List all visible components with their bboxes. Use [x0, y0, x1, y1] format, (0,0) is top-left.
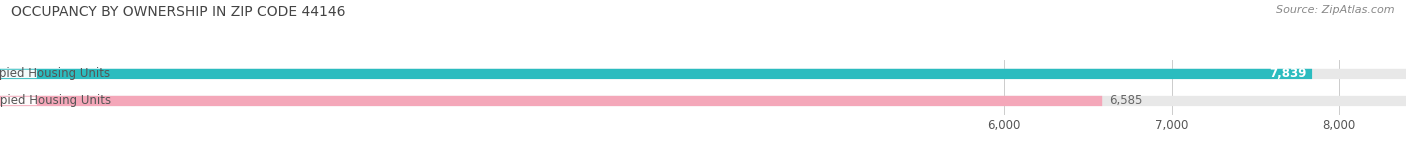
FancyBboxPatch shape [0, 96, 1102, 106]
FancyBboxPatch shape [0, 69, 1406, 79]
FancyBboxPatch shape [1, 70, 37, 78]
FancyBboxPatch shape [1, 97, 37, 105]
Text: Renter-Occupied Housing Units: Renter-Occupied Housing Units [0, 94, 111, 107]
FancyBboxPatch shape [0, 69, 1312, 79]
Text: 7,839: 7,839 [1270, 67, 1308, 80]
FancyBboxPatch shape [0, 96, 1406, 106]
Text: 6,585: 6,585 [1109, 94, 1142, 107]
Text: Owner Occupied Housing Units: Owner Occupied Housing Units [0, 67, 111, 80]
Text: OCCUPANCY BY OWNERSHIP IN ZIP CODE 44146: OCCUPANCY BY OWNERSHIP IN ZIP CODE 44146 [11, 5, 346, 19]
Text: Source: ZipAtlas.com: Source: ZipAtlas.com [1277, 5, 1395, 15]
